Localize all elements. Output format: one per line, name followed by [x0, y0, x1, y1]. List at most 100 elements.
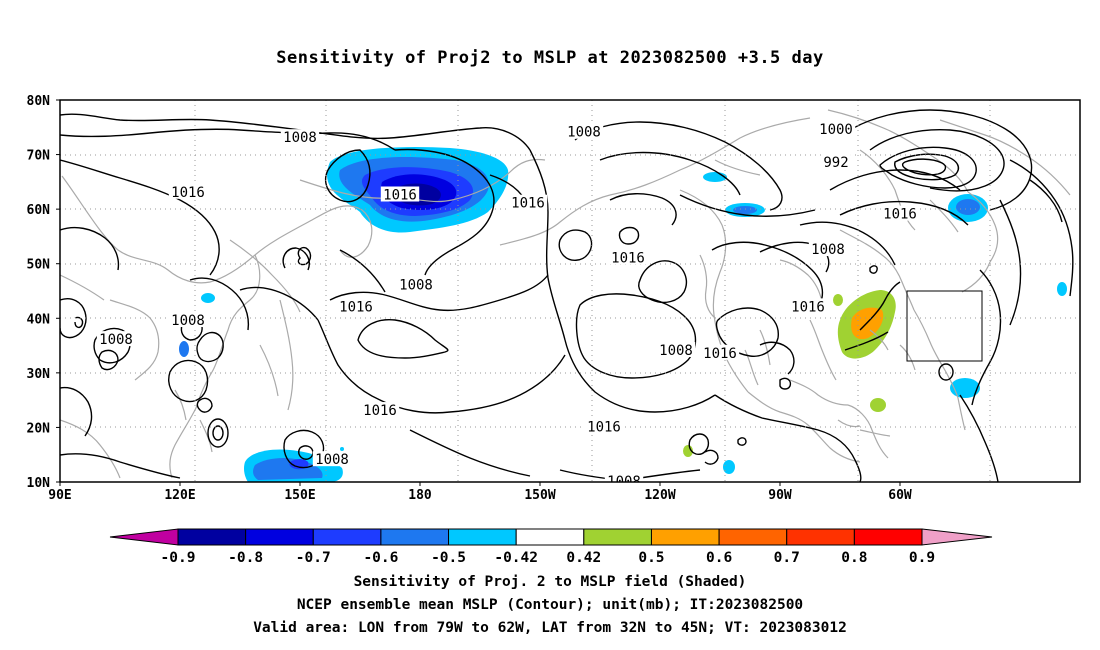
colorbar-tick-label: 0.6	[706, 550, 732, 566]
lat-tick-label: 80N	[27, 94, 51, 109]
contour-label-bg	[280, 129, 320, 145]
longitude-labels: 90E 120E 150E 180 150W 120W 90W 60W	[48, 482, 912, 503]
contour-label: 1016	[383, 188, 417, 204]
contour-label: 1016	[883, 207, 917, 223]
graticule	[60, 100, 1080, 482]
lon-tick-label: 150W	[524, 488, 555, 503]
lon-tick-label: 180	[408, 488, 432, 503]
lat-tick-label: 30N	[27, 367, 51, 382]
colorbar-box	[853, 528, 923, 546]
colorbar-box	[786, 528, 855, 546]
contour-label-bg	[700, 344, 740, 360]
colorbar-tick-label: 0.8	[841, 550, 867, 566]
colorbar	[109, 528, 993, 546]
contour-label-bg	[380, 186, 420, 202]
contour-label: 1016	[511, 196, 545, 212]
lon-tick-label: 120E	[164, 488, 195, 503]
caption-line-1: Sensitivity of Proj. 2 to MSLP field (Sh…	[353, 574, 747, 590]
contour-label: 1016	[611, 250, 645, 266]
figure-title: Sensitivity of Proj2 to MSLP at 20230825…	[276, 48, 824, 68]
colorbar-box	[177, 528, 247, 546]
contour-label: 1016	[171, 185, 205, 201]
lat-tick-label: 50N	[27, 258, 51, 273]
colorbar-tick-label: 0.5	[638, 550, 664, 566]
colorbar-box	[650, 528, 720, 546]
contour-label: 1008	[659, 343, 693, 359]
contour-label: 1008	[811, 242, 845, 258]
contour-label-bg	[816, 121, 856, 137]
colorbar-box	[515, 528, 585, 546]
colorbar-min-triangle	[109, 528, 179, 546]
contour-label-bg	[788, 298, 828, 314]
contour-label: 1008	[283, 130, 317, 146]
colorbar-box	[583, 528, 652, 546]
contour-label-bg	[312, 451, 352, 467]
contour-label-bg	[396, 276, 436, 292]
contour-labels: 1008 1016 1016 1008 1016 1008 1008 1016 1008 1008…	[96, 121, 920, 490]
contour-label-bg	[608, 249, 648, 265]
contour-label: 992	[823, 155, 848, 171]
contour-label: 1008	[607, 474, 641, 490]
contour-label: 1008	[315, 452, 349, 468]
contour-label: 1016	[587, 419, 621, 435]
lat-tick-label: 10N	[27, 476, 51, 491]
contour-label-bg	[168, 312, 208, 328]
contour-label-bg	[656, 342, 696, 358]
mslp-contours	[60, 109, 1074, 482]
contour-label: 1016	[791, 299, 825, 315]
map-frame	[59, 99, 1081, 483]
colorbar-box	[380, 528, 450, 546]
colorbar-tick-label: 0.9	[909, 550, 935, 566]
colorbar-tick-label: -0.6	[363, 550, 398, 566]
valid-area-box	[906, 290, 983, 362]
lon-tick-label: 120W	[644, 488, 675, 503]
colorbar-tick-labels: -0.9 -0.8 -0.7 -0.6 -0.5 -0.42 0.42 0.5 0.6 0.7 0.…	[161, 550, 936, 566]
colorbar-tick-label: -0.5	[431, 550, 466, 566]
contour-label: 1008	[99, 332, 133, 348]
colorbar-box	[448, 528, 517, 546]
contour-label: 1000	[819, 122, 853, 138]
colorbar-box	[245, 528, 314, 546]
contour-label-bg	[821, 153, 851, 169]
lat-tick-label: 40N	[27, 312, 51, 327]
lat-tick-label: 70N	[27, 149, 51, 164]
coastlines	[60, 109, 1071, 479]
map-layers: 1008 1016 1016 1008 1016 1008 1008 1016 1008 1008…	[60, 100, 1080, 490]
contour-label: 1008	[567, 125, 601, 141]
lon-tick-label: 150E	[284, 488, 315, 503]
contour-label: 1016	[339, 299, 373, 315]
latitude-labels: 80N 70N 60N 50N 40N 30N 20N 10N	[27, 94, 60, 491]
contour-label-bg	[808, 241, 848, 257]
lat-tick-label: 20N	[27, 421, 51, 436]
colorbar-tick-label: -0.42	[494, 550, 538, 566]
colorbar-max-triangle	[921, 528, 993, 546]
contour-label: 1008	[171, 313, 205, 329]
colorbar-box	[312, 528, 382, 546]
colorbar-tick-label: -0.7	[296, 550, 331, 566]
contour-label: 1008	[399, 278, 433, 294]
contour-label-bg	[564, 123, 604, 139]
contour-label-bg	[604, 473, 644, 482]
negative-sensitivity-small	[179, 172, 1067, 474]
caption-line-2: NCEP ensemble mean MSLP (Contour); unit(…	[296, 597, 804, 613]
contour-label: 1016	[703, 346, 737, 362]
contour-label-bg	[508, 194, 548, 210]
lat-tick-label: 60N	[27, 203, 51, 218]
contour-label-bg	[336, 298, 376, 314]
caption-line-3: Valid area: LON from 79W to 62W, LAT fro…	[253, 620, 847, 636]
colorbar-tick-label: -0.8	[228, 550, 263, 566]
colorbar-tick-label: 0.7	[774, 550, 800, 566]
lon-tick-label: 90E	[48, 488, 71, 503]
contour-label-bg	[360, 402, 400, 418]
lon-tick-label: 60W	[888, 488, 912, 503]
colorbar-tick-label: -0.9	[161, 550, 196, 566]
colorbar-tick-label: 0.42	[566, 550, 601, 566]
contour-label: 1016	[363, 403, 397, 419]
contour-label-bg	[168, 183, 208, 199]
lon-tick-label: 90W	[768, 488, 792, 503]
colorbar-box	[718, 528, 788, 546]
contour-label-bg	[584, 418, 624, 434]
contour-label-bg	[96, 331, 136, 347]
